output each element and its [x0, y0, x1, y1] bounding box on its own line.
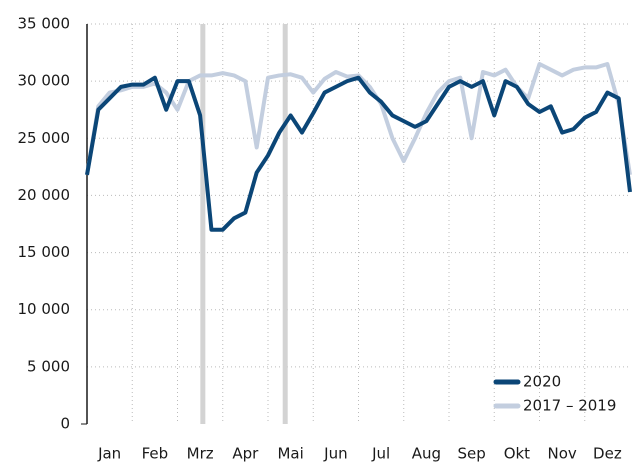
y-tick-label: 15 000 [18, 243, 71, 261]
x-tick-label: Nov [547, 445, 576, 463]
y-tick-label: 10 000 [18, 300, 71, 318]
x-tick-label: Apr [232, 445, 259, 463]
x-tick-label: Okt [504, 445, 530, 463]
legend-label: 2020 [523, 373, 561, 391]
x-tick-label: Jul [371, 445, 390, 463]
x-tick-label: Dez [593, 445, 622, 463]
x-tick-label: Feb [142, 445, 169, 463]
y-tick-label: 5 000 [27, 357, 70, 375]
y-tick-label: 0 [60, 415, 70, 433]
x-tick-label: Aug [412, 445, 441, 463]
y-tick-label: 30 000 [18, 72, 71, 90]
y-tick-label: 20 000 [18, 186, 71, 204]
series-line [85, 62, 632, 176]
x-tick-label: Jun [323, 445, 347, 463]
legend-label: 2017 – 2019 [523, 397, 616, 415]
x-tick-label: Sep [457, 445, 485, 463]
x-tick-label: Mai [277, 445, 303, 463]
series-line [85, 75, 632, 232]
y-tick-label: 25 000 [18, 129, 71, 147]
x-tick-label: Jan [97, 445, 121, 463]
x-tick-label: Mrz [187, 445, 214, 463]
y-tick-label: 35 000 [18, 15, 71, 33]
